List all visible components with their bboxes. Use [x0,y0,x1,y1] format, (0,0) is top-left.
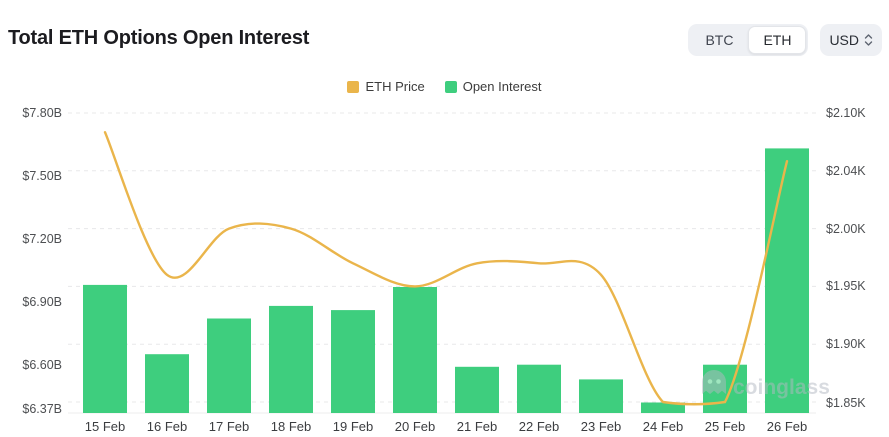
right-axis-tick: $1.95K [826,279,866,294]
legend-label-eth-price: ETH Price [365,79,425,94]
x-axis-label: 19 Feb [332,419,374,434]
bar-24-feb[interactable] [641,402,685,414]
right-axis-tick: $2.10K [826,106,866,120]
coinglass-ghost-icon [702,370,726,394]
bar-19-feb[interactable] [331,310,375,413]
eth-price-line [103,131,789,406]
x-axis-label: 26 Feb [766,419,808,434]
right-axis-tick: $2.00K [826,221,866,236]
legend-item-eth-price[interactable]: ETH Price [347,79,425,94]
open-interest-swatch [444,80,457,93]
watermark: coinglass [702,370,830,399]
x-axis-label: 18 Feb [270,419,312,434]
x-axis-label: 21 Feb [456,419,498,434]
right-axis-tick: $2.04K [826,163,866,178]
page-title: Total ETH Options Open Interest [8,27,310,49]
coin-toggle: BTC ETH [688,24,809,56]
x-axis-label: 16 Feb [146,419,188,434]
left-axis-tick: $7.50B [22,168,62,183]
x-axis-label: 17 Feb [208,419,250,434]
bar-22-feb[interactable] [517,364,561,413]
bar-17-feb[interactable] [207,318,251,414]
coin-tab-btc[interactable]: BTC [690,26,748,54]
bar-18-feb[interactable] [269,305,313,413]
bar-23-feb[interactable] [579,379,623,413]
header-controls: BTC ETH USD [688,24,882,56]
x-axis-label: 15 Feb [84,419,126,434]
x-axis-label: 24 Feb [642,419,684,434]
updown-chevron-icon [864,34,873,46]
currency-label: USD [829,32,859,48]
left-axis-tick: $6.60B [22,357,62,372]
legend-label-open-interest: Open Interest [462,79,542,94]
left-axis-tick: $6.90B [22,294,62,309]
eth-price-swatch [347,80,360,93]
bar-16-feb[interactable] [145,354,189,413]
x-axis-label: 25 Feb [704,419,746,434]
right-axis-tick: $1.90K [826,337,866,352]
bar-20-feb[interactable] [393,287,437,413]
left-axis-tick: $7.80B [22,105,62,120]
x-axis-label: 20 Feb [394,419,436,434]
left-axis-tick: $6.37B [22,402,62,416]
legend-item-open-interest[interactable]: Open Interest [444,79,542,94]
legend: ETH Price Open Interest [0,79,889,94]
ghost-eye [716,379,721,384]
bar-21-feb[interactable] [455,366,499,413]
left-axis-tick: $7.20B [22,231,62,246]
ghost-eye [707,379,713,384]
bar-26-feb[interactable] [765,148,809,413]
bar-15-feb[interactable] [83,284,127,413]
right-axis-tick: $1.85K [826,396,866,410]
currency-select[interactable]: USD [820,24,882,56]
coin-tab-eth[interactable]: ETH [748,26,807,54]
x-axis-label: 23 Feb [580,419,622,434]
x-axis-label: 22 Feb [518,419,560,434]
watermark-text: coinglass [733,376,830,399]
